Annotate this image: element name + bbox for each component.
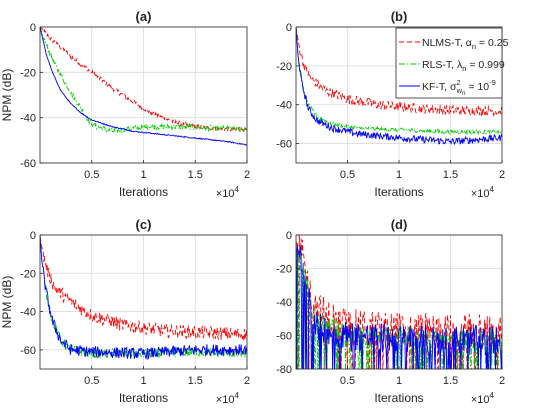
y-tick-label: -60: [276, 139, 292, 151]
panel-title: (c): [136, 217, 152, 232]
x-tick-label: 2: [244, 375, 250, 387]
x-tick-label: 0.5: [84, 375, 99, 387]
x-exponent-label: ×104: [216, 185, 240, 200]
y-tick-label: -40: [276, 297, 292, 309]
series-line-rls: [296, 27, 502, 136]
x-tick-label: 0.5: [340, 375, 355, 387]
series-group: [40, 235, 247, 361]
y-tick-label: -20: [20, 67, 36, 79]
y-tick-label: -80: [276, 364, 292, 376]
series-line-kf: [296, 27, 502, 146]
panel-title: (d): [391, 217, 408, 232]
x-tick-label: 1: [140, 169, 146, 181]
legend-label-rls: RLS-T, λn = 0.999: [422, 59, 505, 73]
series-line-rls: [40, 27, 247, 134]
legend-label-kf: KF-T, σ2 wn = 10-9: [422, 78, 496, 97]
y-tick-label: 0: [286, 22, 292, 34]
series-line-nlms: [296, 27, 502, 118]
series-line-kf: [40, 27, 247, 146]
y-tick-label: -60: [20, 345, 36, 357]
x-tick-label: 1.5: [188, 375, 203, 387]
y-tick-label: -60: [276, 331, 292, 343]
x-tick-label: 1.5: [443, 169, 458, 181]
x-tick-label: 1: [396, 169, 402, 181]
x-exponent-label: ×104: [471, 185, 495, 200]
x-tick-label: 0.5: [84, 169, 99, 181]
x-axis-label: Iterations: [374, 185, 423, 199]
x-tick-label: 1: [140, 375, 146, 387]
panel-title: (a): [136, 9, 152, 24]
legend-label-nlms: NLMS-T, αn = 0.25: [422, 37, 509, 51]
x-tick-label: 1.5: [188, 169, 203, 181]
panel-2: 0.5 1 1.5 2 0 -20 -40 -60 (b) Iterations ×104 NLMS-…: [276, 9, 508, 200]
panel-4: 0.5 1 1.5 2 0 -20 -40 -60 -80 (d) Iterations ×104: [276, 217, 505, 406]
x-tick-label: 1.5: [443, 375, 458, 387]
y-tick-label: -40: [20, 307, 36, 319]
x-tick-label: 2: [499, 375, 505, 387]
series-line-kf: [296, 243, 502, 369]
panel-3: 0.5 1 1.5 2 0 -20 -40 -60 (c) Iterations NPM (dB) ×…: [0, 217, 250, 406]
series-group: [296, 27, 502, 146]
y-axis-label: NPM (dB): [0, 69, 14, 122]
x-axis-label: Iterations: [374, 391, 423, 405]
x-axis-label: Iterations: [119, 391, 168, 405]
series-line-nlms: [40, 236, 247, 341]
x-tick-label: 0.5: [340, 169, 355, 181]
y-tick-label: -40: [276, 100, 292, 112]
series-line-kf: [40, 235, 247, 361]
y-tick-label: 0: [286, 230, 292, 242]
panel-1: 0.5 1 1.5 2 0 -20 -40 -60 (a) Iterations NPM (dB) ×…: [0, 9, 250, 200]
y-axis-label: NPM (dB): [0, 276, 14, 329]
x-tick-label: 2: [499, 169, 505, 181]
series-group: [296, 235, 502, 369]
x-exponent-label: ×104: [471, 391, 495, 406]
x-tick-label: 2: [244, 169, 250, 181]
y-tick-label: -60: [20, 158, 36, 170]
legend: NLMS-T, αn = 0.25 RLS-T, λn = 0.999 KF-T, …: [395, 27, 509, 99]
y-tick-label: 0: [30, 22, 36, 34]
y-tick-label: -40: [20, 113, 36, 125]
y-tick-label: -20: [20, 268, 36, 280]
x-tick-label: 1: [396, 375, 402, 387]
panel-title: (b): [391, 9, 408, 24]
x-exponent-label: ×104: [216, 391, 240, 406]
series-group: [40, 27, 247, 146]
y-tick-label: 0: [30, 230, 36, 242]
y-tick-label: -20: [276, 61, 292, 73]
y-tick-label: -20: [276, 264, 292, 276]
x-axis-label: Iterations: [119, 185, 168, 199]
